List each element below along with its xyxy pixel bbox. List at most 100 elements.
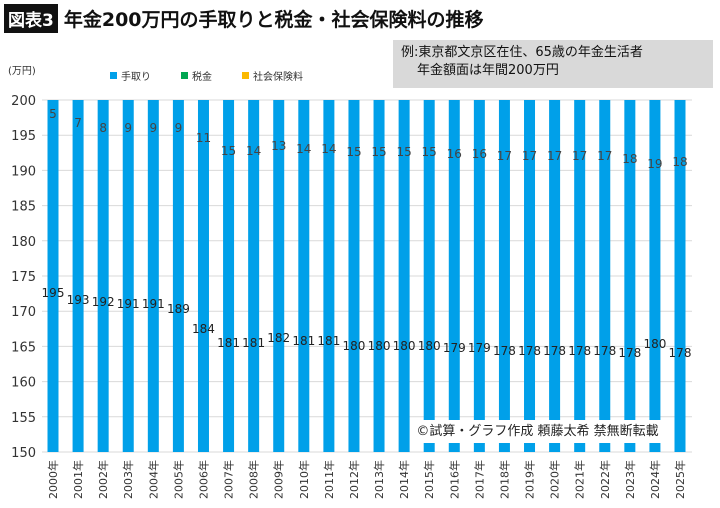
x-tick-label: 2002年: [96, 460, 110, 499]
legend-item-takehome: 手取り: [110, 68, 151, 83]
data-label: 180: [368, 339, 391, 353]
data-label: 17: [547, 149, 562, 163]
data-label: 18: [622, 152, 637, 166]
x-tick-label: 2008年: [247, 460, 261, 499]
y-tick-label: 195: [11, 129, 36, 144]
x-tick-label: 2003年: [121, 460, 135, 499]
x-tick-label: 2022年: [598, 460, 612, 499]
bar-segment-0: [524, 100, 536, 452]
legend-item-tax: 税金: [181, 68, 212, 83]
data-label: 179: [468, 341, 491, 355]
x-tick-label: 2020年: [548, 460, 562, 499]
bar-segment-0: [97, 100, 109, 452]
data-label: 8: [99, 121, 107, 135]
y-unit-label: (万円): [8, 66, 36, 77]
x-tick-label: 2018年: [497, 460, 511, 499]
data-label: 5: [49, 107, 57, 121]
data-label: 178: [518, 344, 541, 358]
data-label: 178: [543, 344, 566, 358]
bar-segment-0: [674, 100, 686, 452]
data-label: 192: [92, 295, 115, 309]
x-tick-label: 2005年: [171, 460, 185, 499]
data-label: 180: [393, 339, 416, 353]
note-box: 例:東京都文京区在住、65歳の年金生活者 年金額面は年間200万円: [393, 40, 713, 88]
x-tick-label: 2013年: [372, 460, 386, 499]
bar-segment-0: [298, 100, 310, 452]
data-label: 16: [472, 147, 487, 161]
data-label: 14: [296, 142, 311, 156]
bar-segment-0: [197, 100, 209, 452]
bar-segment-0: [273, 100, 285, 452]
data-label: 182: [267, 331, 290, 345]
bar-segment-0: [248, 100, 260, 452]
x-tick-label: 2025年: [673, 460, 687, 499]
x-tick-label: 2010年: [297, 460, 311, 499]
data-label: 178: [618, 346, 641, 360]
data-label: 15: [396, 145, 411, 159]
x-tick-label: 2012年: [347, 460, 361, 499]
bar-segment-0: [348, 100, 360, 452]
data-label: 9: [175, 121, 183, 135]
x-tick-label: 2004年: [146, 460, 160, 499]
data-label: 19: [647, 157, 662, 171]
chart-title: 年金200万円の手取りと税金・社会保険料の推移: [63, 8, 484, 31]
data-label: 180: [418, 339, 441, 353]
x-tick-label: 2006年: [196, 460, 210, 499]
bar-segment-0: [398, 100, 410, 452]
y-tick-label: 175: [11, 270, 36, 285]
y-tick-label: 185: [11, 200, 36, 215]
data-label: 189: [167, 302, 190, 316]
bar-segment-0: [498, 100, 510, 452]
data-label: 17: [522, 149, 537, 163]
bar-segment-0: [122, 100, 134, 452]
bar-segment-0: [473, 100, 485, 452]
y-tick-label: 150: [11, 446, 36, 461]
data-label: 181: [292, 334, 315, 348]
bar-segment-0: [223, 100, 235, 452]
y-tick-label: 160: [11, 376, 36, 391]
data-label: 9: [149, 121, 157, 135]
legend-swatch: [110, 72, 117, 79]
data-label: 18: [672, 155, 687, 169]
data-label: 15: [422, 145, 437, 159]
credit-text: ©試算・グラフ作成 頼藤太希 禁無断転載: [410, 420, 665, 443]
note-line-1: 例:東京都文京区在住、65歳の年金生活者: [401, 45, 643, 60]
legend-label: 手取り: [121, 72, 151, 83]
x-tick-label: 2001年: [71, 460, 85, 499]
x-tick-label: 2011年: [322, 460, 336, 499]
data-label: 9: [124, 121, 132, 135]
data-label: 13: [271, 139, 286, 153]
x-tick-label: 2009年: [272, 460, 286, 499]
bar-segment-0: [599, 100, 611, 452]
x-tick-label: 2024年: [648, 460, 662, 499]
data-label: 184: [192, 322, 215, 336]
data-label: 180: [643, 337, 666, 351]
data-label: 181: [317, 334, 340, 348]
x-tick-label: 2007年: [222, 460, 236, 499]
data-label: 15: [221, 144, 236, 158]
bar-segment-0: [373, 100, 385, 452]
data-label: 11: [196, 131, 211, 145]
data-label: 178: [669, 346, 692, 360]
x-tick-label: 2019年: [523, 460, 537, 499]
data-label: 17: [572, 149, 587, 163]
bar-segment-0: [172, 100, 184, 452]
legend: 手取り 税金 社会保険料: [110, 68, 303, 83]
note-line-2: 年金額面は年間200万円: [417, 63, 559, 78]
x-tick-label: 2014年: [397, 460, 411, 499]
data-label: 178: [568, 344, 591, 358]
y-tick-label: 155: [11, 411, 36, 426]
y-tick-label: 165: [11, 340, 36, 355]
y-tick-label: 180: [11, 235, 36, 250]
data-label: 15: [371, 145, 386, 159]
header: 図表3 年金200万円の手取りと税金・社会保険料の推移: [4, 3, 484, 33]
data-label: 17: [597, 149, 612, 163]
bar-segment-0: [72, 100, 84, 452]
legend-label: 社会保険料: [253, 72, 303, 83]
data-label: 191: [117, 297, 140, 311]
x-tick-label: 2021年: [573, 460, 587, 499]
data-label: 15: [346, 145, 361, 159]
y-tick-label: 190: [11, 164, 36, 179]
